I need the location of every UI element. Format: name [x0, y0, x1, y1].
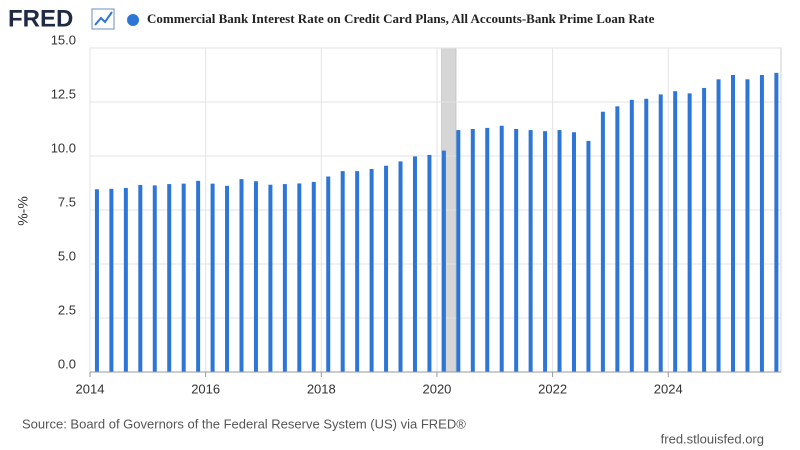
bar — [629, 99, 634, 372]
bar — [456, 130, 461, 372]
bar — [123, 187, 128, 372]
bar — [731, 75, 736, 372]
logo-icon — [91, 8, 115, 30]
y-tick-label: 10.0 — [51, 140, 76, 155]
bar — [774, 72, 779, 372]
y-tick-label: 15.0 — [51, 32, 76, 47]
x-tick-label: 2024 — [654, 381, 683, 396]
bar — [109, 188, 114, 372]
bar — [268, 184, 273, 372]
bar — [326, 176, 331, 372]
bar — [571, 132, 576, 372]
bar — [644, 98, 649, 372]
bar — [369, 168, 374, 372]
fred-logo: FRED — [8, 5, 73, 32]
x-tick-label: 2018 — [307, 381, 336, 396]
bar — [745, 79, 750, 372]
bar — [702, 87, 707, 373]
bar — [225, 185, 230, 372]
x-tick-label: 2014 — [76, 381, 105, 396]
bar — [499, 125, 504, 372]
site-url: fred.stlouisfed.org — [661, 431, 764, 446]
bar — [412, 156, 417, 372]
bar — [528, 130, 533, 372]
bar — [470, 129, 475, 372]
bar — [441, 150, 446, 372]
bar — [514, 129, 519, 372]
bar — [759, 75, 764, 372]
legend-marker — [127, 14, 139, 26]
bar — [239, 179, 244, 372]
bar — [384, 165, 389, 372]
bar — [485, 127, 490, 372]
bar — [557, 130, 562, 372]
bar — [615, 106, 620, 372]
y-tick-label: 7.5 — [58, 194, 76, 209]
x-tick-label: 2016 — [191, 381, 220, 396]
bar — [398, 161, 403, 372]
y-tick-label: 2.5 — [58, 302, 76, 317]
bar — [427, 154, 432, 372]
bar — [210, 183, 215, 372]
x-tick-label: 2022 — [538, 381, 567, 396]
bar — [673, 91, 678, 372]
bar — [716, 79, 721, 372]
bar — [600, 111, 605, 372]
x-tick-label: 2020 — [422, 381, 451, 396]
bar — [297, 183, 302, 372]
bar — [687, 93, 692, 373]
bar — [543, 131, 548, 372]
bar — [586, 140, 591, 372]
bar — [355, 171, 360, 372]
bar — [340, 171, 345, 372]
legend-label: Commercial Bank Interest Rate on Credit … — [147, 11, 655, 26]
bar — [282, 184, 287, 372]
bar — [196, 180, 201, 372]
y-axis-label: %-% — [15, 196, 31, 226]
bar — [138, 184, 143, 372]
y-tick-label: 0.0 — [58, 356, 76, 371]
bar — [311, 181, 316, 372]
bar — [94, 189, 99, 372]
source: Source: Board of Governors of the Federa… — [22, 416, 466, 431]
bar — [658, 94, 663, 372]
bar — [152, 185, 157, 372]
y-tick-label: 12.5 — [51, 86, 76, 101]
y-tick-label: 5.0 — [58, 248, 76, 263]
bar — [181, 183, 186, 372]
bar — [167, 184, 172, 372]
bar — [253, 181, 258, 372]
